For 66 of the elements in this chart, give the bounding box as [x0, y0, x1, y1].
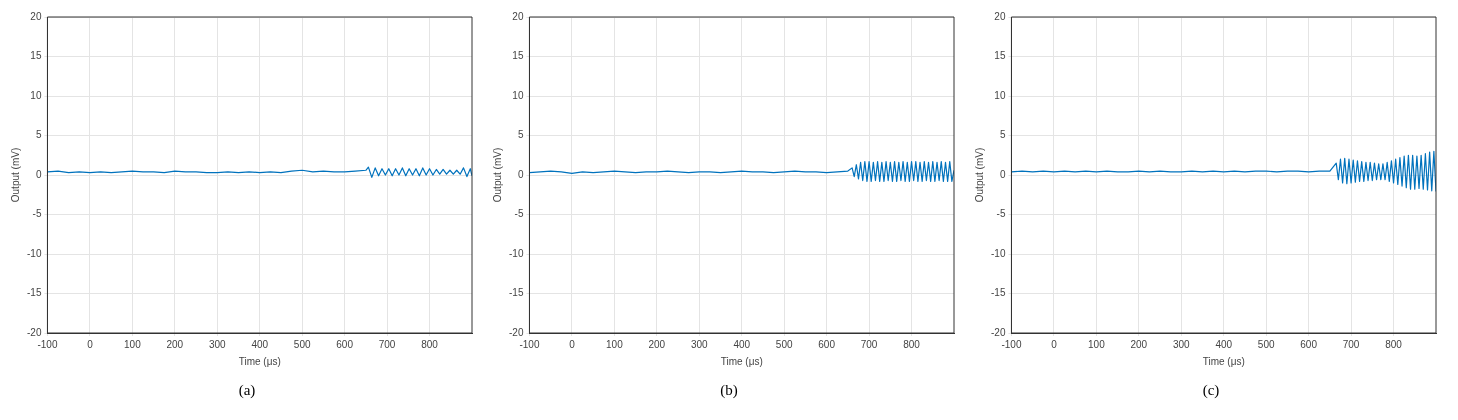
x-axis-title: Time (μs)	[238, 355, 281, 367]
x-tick-label: 300	[690, 338, 709, 350]
x-tick-label: 100	[124, 338, 142, 350]
x-axis-title: Time (μs)	[1202, 355, 1245, 367]
x-tick-label: 100	[606, 338, 624, 350]
x-tick-label: 300	[1172, 338, 1191, 350]
y-tick-label: 5	[517, 129, 524, 141]
y-tick-label: 0	[999, 168, 1006, 180]
text: (c)	[1202, 382, 1220, 399]
x-tick-label: 700	[1342, 338, 1360, 350]
x-tick-label: 400	[733, 338, 751, 350]
x-axis-title: Time (μs)	[720, 355, 763, 367]
x-tick-label: 100	[1088, 338, 1106, 350]
y-tick-label: -15	[27, 287, 42, 299]
x-tick-label: 600	[818, 338, 836, 350]
y-tick-label: 15	[994, 50, 1006, 62]
x-tick-label: -100	[37, 338, 58, 350]
text: (a)	[238, 382, 256, 399]
x-tick-label: 0	[569, 338, 576, 350]
y-tick-label: -5	[514, 208, 524, 220]
y-tick-label: 15	[512, 50, 524, 62]
y-tick-label: -10	[991, 247, 1006, 259]
y-axis-title: Output (mV)	[973, 147, 985, 203]
text: (b)	[720, 382, 738, 399]
y-tick-label: 20	[512, 10, 524, 22]
x-tick-label: 0	[1051, 338, 1058, 350]
y-tick-label: -20	[27, 326, 42, 338]
x-tick-label: 400	[251, 338, 269, 350]
x-tick-label: 700	[378, 338, 396, 350]
y-tick-label: 0	[35, 168, 42, 180]
y-tick-label: 20	[994, 10, 1006, 22]
y-tick-label: -5	[996, 208, 1006, 220]
y-tick-label: 5	[999, 129, 1006, 141]
x-tick-label: -100	[1001, 338, 1022, 350]
y-tick-label: 0	[517, 168, 524, 180]
x-tick-label: 500	[1257, 338, 1275, 350]
y-axis-title: Output (mV)	[491, 147, 503, 203]
x-tick-label: 800	[421, 338, 439, 350]
y-tick-label: 10	[30, 89, 42, 101]
x-tick-label: 700	[860, 338, 878, 350]
y-axis-title: Output (mV)	[9, 147, 21, 203]
y-tick-label: 15	[30, 50, 42, 62]
y-tick-label: 10	[512, 89, 524, 101]
y-tick-label: -20	[509, 326, 524, 338]
y-tick-label: -5	[32, 208, 42, 220]
y-tick-label: 10	[994, 89, 1006, 101]
y-tick-label: -10	[27, 247, 42, 259]
x-tick-label: -100	[519, 338, 540, 350]
x-tick-label: 0	[87, 338, 94, 350]
x-tick-label: 600	[336, 338, 354, 350]
y-tick-label: -15	[991, 287, 1006, 299]
y-tick-label: -15	[509, 287, 524, 299]
y-tick-label: -20	[991, 326, 1006, 338]
x-tick-label: 400	[1215, 338, 1233, 350]
x-tick-label: 500	[775, 338, 793, 350]
y-tick-label: 20	[30, 10, 42, 22]
x-tick-label: 600	[1300, 338, 1318, 350]
y-tick-label: -10	[509, 247, 524, 259]
x-tick-label: 300	[208, 338, 227, 350]
x-tick-label: 200	[648, 338, 666, 350]
x-tick-label: 800	[903, 338, 921, 350]
x-tick-label: 500	[293, 338, 311, 350]
x-tick-label: 200	[166, 338, 184, 350]
x-tick-label: 800	[1385, 338, 1403, 350]
y-tick-label: 5	[35, 129, 42, 141]
x-tick-label: 200	[1130, 338, 1148, 350]
